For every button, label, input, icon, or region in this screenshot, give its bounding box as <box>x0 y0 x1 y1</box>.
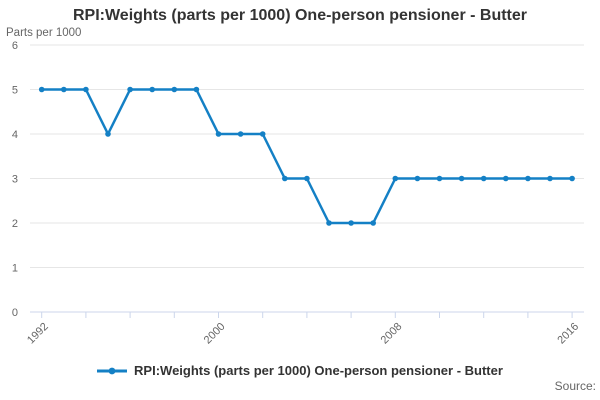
data-point-marker[interactable] <box>61 86 67 93</box>
data-point-marker[interactable] <box>193 86 200 93</box>
data-point-marker[interactable] <box>171 86 178 93</box>
y-tick-label: 6 <box>12 40 18 52</box>
data-point-marker[interactable] <box>105 131 111 137</box>
data-point-marker[interactable] <box>127 86 133 93</box>
x-tick-label: 1992 <box>25 321 51 347</box>
y-tick-label: 3 <box>12 174 18 186</box>
y-tick-label: 5 <box>12 85 18 97</box>
data-point-marker[interactable] <box>83 86 89 93</box>
x-tick-label: 2008 <box>379 321 405 347</box>
legend-series-marker-icon <box>97 367 128 374</box>
data-point-marker[interactable] <box>392 175 399 182</box>
data-point-marker[interactable] <box>370 220 377 226</box>
data-point-marker[interactable] <box>525 175 531 182</box>
data-point-marker[interactable] <box>215 131 222 137</box>
y-axis-title: Parts per 1000 <box>6 27 82 39</box>
y-tick-label: 4 <box>12 129 18 141</box>
legend-label: RPI:Weights (parts per 1000) One-person … <box>134 363 503 378</box>
data-point-marker[interactable] <box>503 175 509 182</box>
data-point-marker[interactable] <box>326 220 332 226</box>
y-tick-label: 1 <box>12 263 18 275</box>
y-tick-label: 2 <box>12 218 18 230</box>
data-point-marker[interactable] <box>237 131 244 137</box>
legend-item[interactable]: RPI:Weights (parts per 1000) One-person … <box>0 363 600 378</box>
x-tick-label: 2016 <box>555 321 581 347</box>
data-point-marker[interactable] <box>547 175 553 182</box>
data-point-marker[interactable] <box>436 175 443 182</box>
data-point-marker[interactable] <box>348 220 354 226</box>
data-point-marker[interactable] <box>458 175 465 182</box>
data-point-marker[interactable] <box>38 86 45 93</box>
data-point-marker[interactable] <box>480 175 487 182</box>
line-chart-plot-area: 0 1 2 3 4 5 6 1992 2000 2008 2016 <box>12 40 584 347</box>
data-point-marker[interactable] <box>149 86 155 93</box>
data-point-marker[interactable] <box>414 175 421 182</box>
data-point-marker[interactable] <box>304 175 310 182</box>
data-point-marker[interactable] <box>259 131 266 137</box>
series-line[interactable] <box>40 88 574 225</box>
data-point-marker[interactable] <box>569 175 575 182</box>
data-point-marker[interactable] <box>282 175 288 182</box>
x-tick-label: 2000 <box>202 321 228 347</box>
y-tick-label: 0 <box>12 307 18 319</box>
source-label: Source: <box>554 379 596 393</box>
chart-title: RPI:Weights (parts per 1000) One-person … <box>72 7 527 24</box>
